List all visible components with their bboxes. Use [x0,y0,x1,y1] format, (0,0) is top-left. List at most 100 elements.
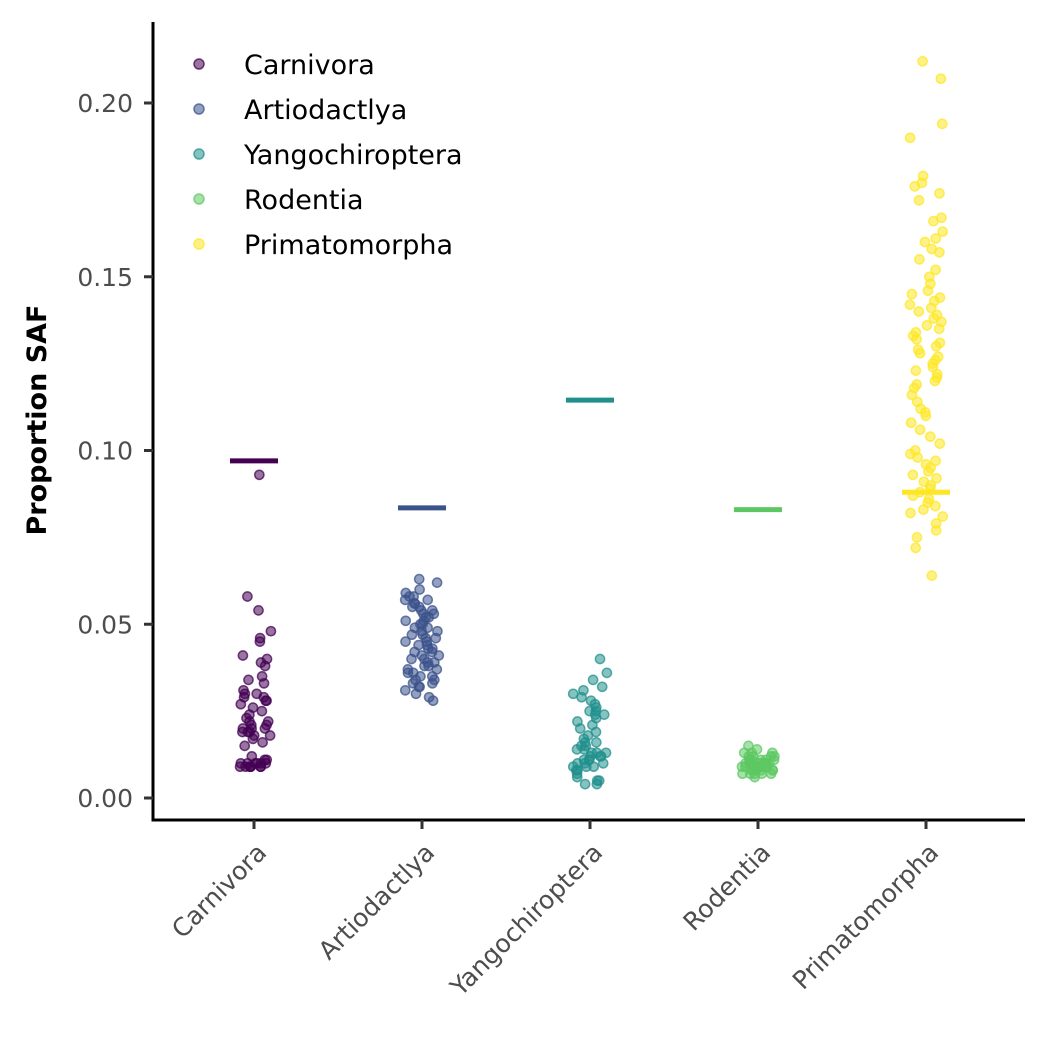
x-tick-label: Carnivora [166,838,272,944]
data-point [245,761,256,773]
data-point [921,320,933,331]
x-axis: Carnivora Artiodactlya Yangochiroptera Rode… [151,818,1025,1002]
data-point [571,744,583,755]
data-point [919,236,931,248]
data-point [427,677,438,689]
data-point [931,472,942,484]
data-point [934,247,945,258]
data-point [910,365,922,376]
data-point [259,660,271,672]
data-point [594,653,606,665]
y-tick-label: 0.05 [77,610,133,639]
data-point [905,507,916,519]
data-point [587,674,599,686]
data-point [930,340,942,352]
data-point [906,389,918,401]
legend-label: Carnivora [244,50,375,81]
x-tick-label: Rodentia [677,838,776,937]
x-tick-label: Artiodactlya [313,838,440,965]
reference-lines [230,397,950,513]
data-point [937,511,949,522]
data-point [242,591,253,602]
legend-label: Yangochiroptera [243,140,463,171]
data-point [933,323,945,335]
data-point [737,768,748,780]
legend-label: Rodentia [244,185,364,216]
data-point [911,333,922,345]
data-point [253,469,265,481]
data-point [243,674,254,686]
data-point [924,431,936,442]
data-point [571,771,583,783]
y-tick-label: 0.20 [77,89,133,118]
data-point [254,636,266,647]
data-point [260,695,272,707]
data-point [580,761,592,773]
data-point [255,761,267,773]
data-point [591,778,603,790]
data-point [913,306,925,317]
data-point [399,684,411,696]
data-point [414,584,425,595]
data-point [407,601,418,613]
data-point [918,504,929,515]
data-point [930,500,941,512]
data-point [596,681,608,693]
data-point [922,285,934,297]
data-point [906,288,918,300]
data-point [579,778,591,790]
data-point [937,226,949,237]
data-point [930,233,941,244]
data-point [930,525,942,536]
data-point [239,740,251,752]
data-point [920,410,932,422]
data-point [257,737,268,748]
data-point [928,215,939,227]
legend-marker [193,103,205,115]
data-point [926,570,938,581]
data-point [400,636,411,647]
data-point [934,188,945,199]
data-point [929,375,941,387]
data-point [765,768,777,780]
data-points [234,55,949,790]
data-point [910,542,922,554]
legend-label: Artiodactlya [244,95,407,126]
data-point [907,469,919,481]
y-axis: 0.00 0.05 0.10 0.15 0.20 [77,22,155,822]
data-point [914,254,925,265]
data-point [934,438,946,449]
data-point [413,573,425,585]
data-point [406,653,417,665]
data-point [904,299,916,310]
data-point [914,347,926,359]
data-point [399,594,411,606]
data-point [410,688,422,700]
data-point [235,698,247,710]
data-point [237,650,249,661]
data-point [427,695,439,707]
data-point [911,532,923,543]
data-point [912,452,923,463]
y-tick-label: 0.00 [77,784,133,813]
data-point [909,181,921,192]
data-point [265,625,277,637]
data-point [914,424,926,436]
data-point [597,757,609,769]
data-point [917,55,928,67]
data-point [406,629,418,641]
data-point [590,737,602,748]
data-point [925,302,937,314]
legend-marker [193,58,205,70]
data-point [749,771,761,783]
data-point [256,705,268,717]
data-point [247,733,259,745]
legend: Carnivora Artiodactlya Yangochiroptera Rode… [193,50,463,261]
legend-marker [193,238,205,250]
x-tick-label: Yangochiroptera [444,838,608,1002]
data-point [936,118,948,130]
data-point [264,730,276,741]
data-point [905,417,917,429]
data-point [258,677,270,689]
